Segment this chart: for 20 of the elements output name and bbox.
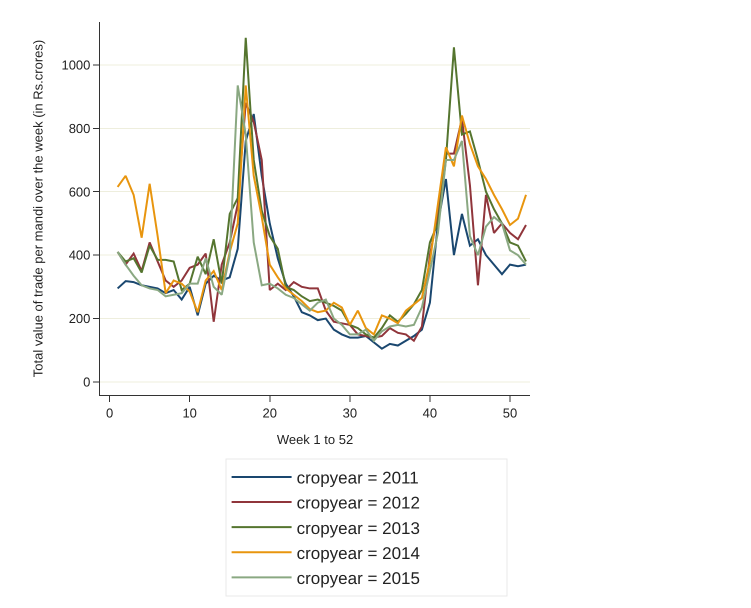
x-tick-label: 30 xyxy=(342,406,358,421)
legend-label: cropyear = 2015 xyxy=(296,568,420,588)
legend-label: cropyear = 2014 xyxy=(296,544,420,563)
y-tick-label: 200 xyxy=(68,311,90,326)
x-tick-label: 50 xyxy=(502,406,518,421)
legend-label: cropyear = 2012 xyxy=(296,494,420,513)
legend-label: cropyear = 2013 xyxy=(296,518,420,538)
x-tick-label: 10 xyxy=(182,406,197,421)
y-axis-title: Total value of trade per mandi over the week (in Rs.crores) xyxy=(30,40,46,378)
x-axis-title: Week 1 to 52 xyxy=(276,432,354,448)
y-tick-label: 400 xyxy=(68,248,90,263)
y-tick-label: 800 xyxy=(68,120,90,136)
x-tick-label: 20 xyxy=(262,406,277,421)
y-tick-label: 1000 xyxy=(61,57,90,72)
legend-label: cropyear = 2011 xyxy=(296,468,419,488)
y-tick-label: 600 xyxy=(68,184,90,200)
line-series xyxy=(116,36,527,339)
y-tick-label: 0 xyxy=(83,374,90,390)
x-tick-label: 40 xyxy=(422,406,438,421)
x-tick-label: 0 xyxy=(106,406,114,421)
